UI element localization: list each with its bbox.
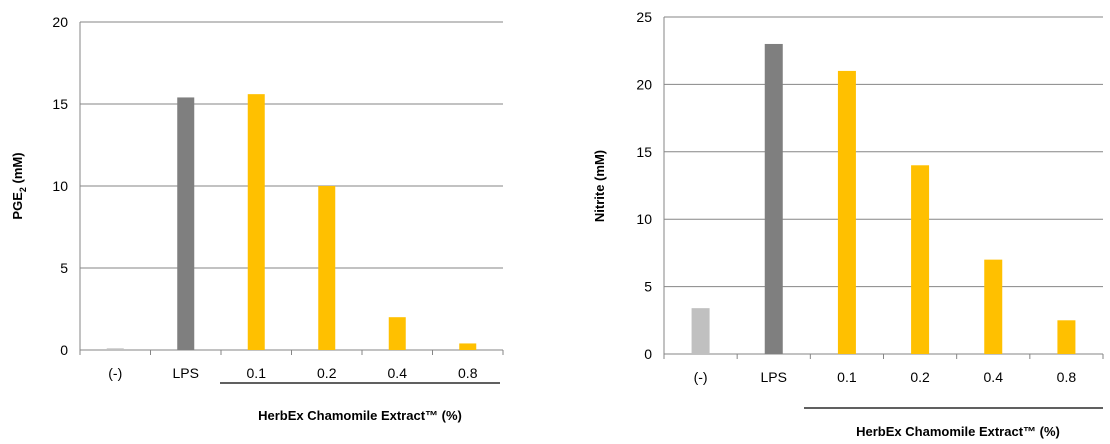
y-tick-label: 5	[644, 279, 652, 295]
x-tick-label: 0.2	[317, 365, 337, 381]
bar	[318, 186, 336, 350]
y-axis-label-main: PGE	[10, 192, 25, 220]
x-tick-label: LPS	[761, 369, 787, 385]
bar	[388, 317, 406, 350]
group-label: HerbEx Chamomile Extract™ (%)	[856, 424, 1060, 439]
y-axis-label: Nitrite (mM)	[592, 150, 607, 222]
y-axis-label-unit: (mM)	[10, 152, 25, 187]
x-tick-label: 0.4	[388, 365, 408, 381]
y-axis-label: PGE2 (mM)	[10, 152, 28, 219]
x-tick-label: 0.8	[458, 365, 478, 381]
bar	[459, 343, 477, 350]
bar	[911, 165, 930, 354]
y-tick-label: 0	[644, 346, 652, 362]
y-axis-label-subscript: 2	[18, 187, 28, 192]
group-label: HerbEx Chamomile Extract™ (%)	[258, 408, 462, 423]
bar	[764, 43, 783, 355]
x-tick-label: 0.1	[247, 365, 267, 381]
x-tick-label: 0.8	[1057, 369, 1077, 385]
y-tick-label: 20	[636, 76, 652, 92]
y-tick-label: 10	[636, 211, 652, 227]
bar	[691, 308, 710, 354]
y-tick-label: 15	[52, 96, 68, 112]
bar	[106, 348, 124, 350]
x-tick-label: LPS	[173, 365, 199, 381]
bar	[984, 259, 1003, 354]
y-tick-label: 25	[636, 9, 652, 25]
bar	[1057, 320, 1076, 354]
y-tick-label: 15	[636, 144, 652, 160]
x-tick-label: (-)	[694, 369, 708, 385]
bar	[177, 97, 195, 350]
x-tick-label: (-)	[108, 365, 122, 381]
nitrite-chart: 0 5 10 15 20 25 (-) LPS 0.1 0.2 0.4 0.8 Nitrite (mM)…	[592, 9, 1104, 439]
pge2-chart: 0 5 10 15 20 (-) LPS 0.1 0.2 0.4 0.8 PGE2 (mM) HerbE…	[10, 14, 504, 423]
y-tick-label: 10	[52, 178, 68, 194]
y-tick-label: 20	[52, 14, 68, 30]
y-tick-label: 0	[60, 342, 68, 358]
y-tick-label: 5	[60, 260, 68, 276]
bar	[837, 70, 856, 355]
x-tick-label: 0.4	[984, 369, 1004, 385]
bar	[247, 94, 265, 350]
x-tick-label: 0.2	[910, 369, 930, 385]
x-tick-label: 0.1	[837, 369, 857, 385]
